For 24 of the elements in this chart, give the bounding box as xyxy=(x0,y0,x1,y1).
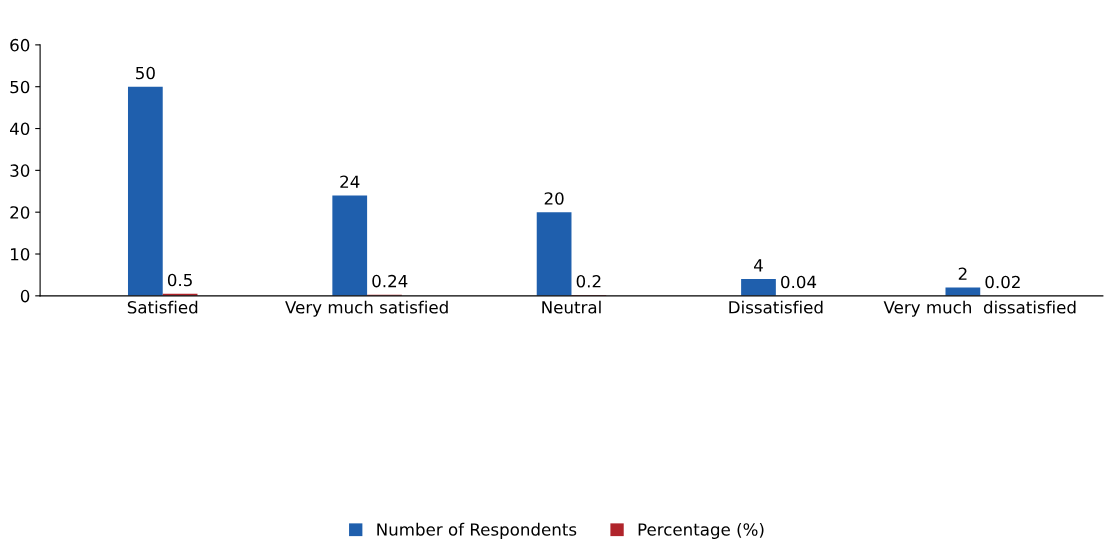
y-tick-label: 60 xyxy=(10,38,30,52)
data-label: 0.24 xyxy=(372,274,408,288)
x-tick-label: Satisfied xyxy=(127,300,198,314)
data-label: 24 xyxy=(340,175,360,188)
data-label: 50 xyxy=(136,66,155,80)
legend-label: Percentage (%) xyxy=(638,522,764,539)
x-tick-label: Very much satisfied xyxy=(285,300,448,317)
data-label: 0.5 xyxy=(167,273,192,287)
y-tick-label: 50 xyxy=(10,80,30,94)
data-label: 0.04 xyxy=(781,275,817,289)
y-tick-label: 30 xyxy=(10,164,30,177)
data-label: 0.2 xyxy=(576,274,601,288)
x-tick-label: Very much dissatisfied xyxy=(883,300,1076,317)
y-tick-label: 40 xyxy=(9,122,30,136)
data-label: 4 xyxy=(754,259,763,272)
data-label: 0.02 xyxy=(985,275,1020,289)
y-tick-label: 20 xyxy=(10,206,30,219)
x-tick-label: Dissatisfied xyxy=(729,300,823,314)
x-tick-label: Neutral xyxy=(542,300,601,314)
legend-label: Number of Respondents xyxy=(377,522,577,539)
y-tick-label: 10 xyxy=(11,247,30,261)
y-tick-label: 0 xyxy=(20,289,30,303)
data-label: 2 xyxy=(958,267,967,280)
data-label: 20 xyxy=(544,192,564,205)
